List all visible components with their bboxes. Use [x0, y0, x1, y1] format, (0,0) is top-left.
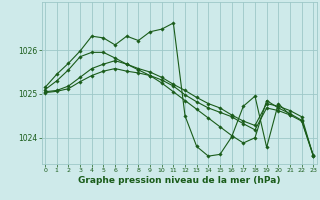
X-axis label: Graphe pression niveau de la mer (hPa): Graphe pression niveau de la mer (hPa) [78, 176, 280, 185]
